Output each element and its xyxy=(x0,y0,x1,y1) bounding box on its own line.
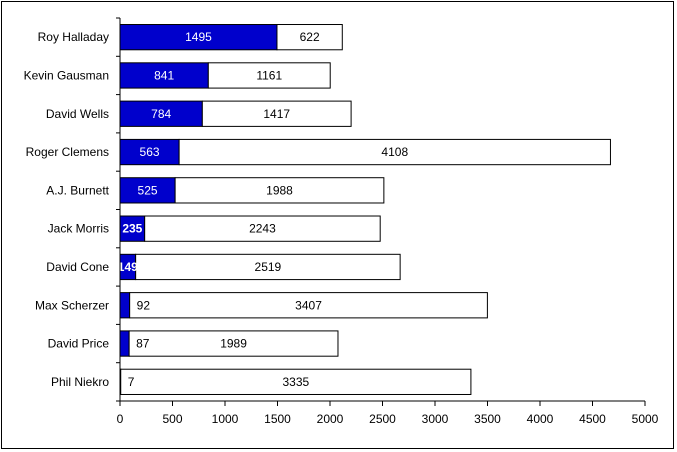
bar-segment-1-max-scherzer xyxy=(119,292,131,319)
data-label-1-david-price: 87 xyxy=(136,337,150,351)
x-tick-label-3000: 3000 xyxy=(422,412,449,426)
bar-segment-2-phil-niekro xyxy=(120,368,472,395)
bar-segment-2-kevin-gausman xyxy=(207,62,331,89)
bar-segment-2-david-price xyxy=(128,330,339,357)
data-label-1-a-j-burnett: 525 xyxy=(138,183,158,197)
x-tick-label-1000: 1000 xyxy=(212,412,239,426)
data-label-2-phil-niekro: 3335 xyxy=(282,375,309,389)
data-label-1-jack-morris: 235 xyxy=(122,222,142,236)
data-label-1-roger-clemens: 563 xyxy=(140,145,160,159)
x-tick-label-0: 0 xyxy=(117,412,124,426)
data-label-2-david-cone: 2519 xyxy=(255,260,282,274)
bar-segment-2-jack-morris xyxy=(144,215,381,242)
data-label-2-roger-clemens: 4108 xyxy=(381,145,408,159)
data-label-2-david-wells: 1417 xyxy=(263,107,290,121)
data-label-2-david-price: 1989 xyxy=(220,337,247,351)
x-tick-label-5000: 5000 xyxy=(632,412,659,426)
bar-segment-2-roy-halladay xyxy=(276,24,343,51)
bar-segment-1-david-price xyxy=(119,330,130,357)
data-label-1-roy-halladay: 1495 xyxy=(185,30,212,44)
data-label-2-max-scherzer: 3407 xyxy=(295,298,322,312)
bar-segment-2-david-wells xyxy=(201,100,352,127)
x-tick-label-4500: 4500 xyxy=(579,412,606,426)
bar-segment-2-max-scherzer xyxy=(129,292,488,319)
data-label-1-kevin-gausman: 841 xyxy=(154,68,174,82)
data-label-1-phil-niekro: 7 xyxy=(128,375,135,389)
category-label-roger-clemens: Roger Clemens xyxy=(26,145,109,159)
bars-layer xyxy=(119,24,611,395)
axes-layer: Roy Halladay Kevin Gausman David Wells Roge… xyxy=(24,17,659,426)
bar-segment-2-a-j-burnett xyxy=(174,177,385,204)
category-label-david-wells: David Wells xyxy=(46,107,109,121)
data-label-2-roy-halladay: 622 xyxy=(300,30,320,44)
data-label-2-kevin-gausman: 1161 xyxy=(256,68,282,82)
category-label-roy-halladay: Roy Halladay xyxy=(38,30,109,44)
x-tick-label-2000: 2000 xyxy=(317,412,344,426)
category-label-jack-morris: Jack Morris xyxy=(48,222,109,236)
x-tick-label-4000: 4000 xyxy=(527,412,554,426)
data-label-2-jack-morris: 2243 xyxy=(249,222,276,236)
category-label-max-scherzer: Max Scherzer xyxy=(35,298,109,312)
data-label-1-david-cone: 149 xyxy=(118,260,138,274)
x-tick-label-2500: 2500 xyxy=(369,412,396,426)
data-label-2-a-j-burnett: 1988 xyxy=(266,183,293,197)
bar-segment-1-roy-halladay xyxy=(119,24,278,51)
data-label-1-david-wells: 784 xyxy=(151,107,171,121)
data-label-1-max-scherzer: 92 xyxy=(137,298,151,312)
x-tick-label-500: 500 xyxy=(162,412,182,426)
x-tick-label-1500: 1500 xyxy=(264,412,291,426)
category-label-a-j-burnett: A.J. Burnett xyxy=(46,183,109,197)
category-label-kevin-gausman: Kevin Gausman xyxy=(24,68,109,82)
data-labels-layer: 1495 622 841 1161 784 1417 563 4108 525 1988 235 22… xyxy=(118,30,409,389)
x-tick-label-3500: 3500 xyxy=(474,412,501,426)
category-label-phil-niekro: Phil Niekro xyxy=(51,375,109,389)
category-label-david-cone: David Cone xyxy=(46,260,109,274)
bar-segment-1-jack-morris xyxy=(119,215,146,242)
bar-segment-2-david-cone xyxy=(135,253,401,281)
category-label-david-price: David Price xyxy=(48,337,110,351)
bar-segment-2-roger-clemens xyxy=(178,138,611,166)
